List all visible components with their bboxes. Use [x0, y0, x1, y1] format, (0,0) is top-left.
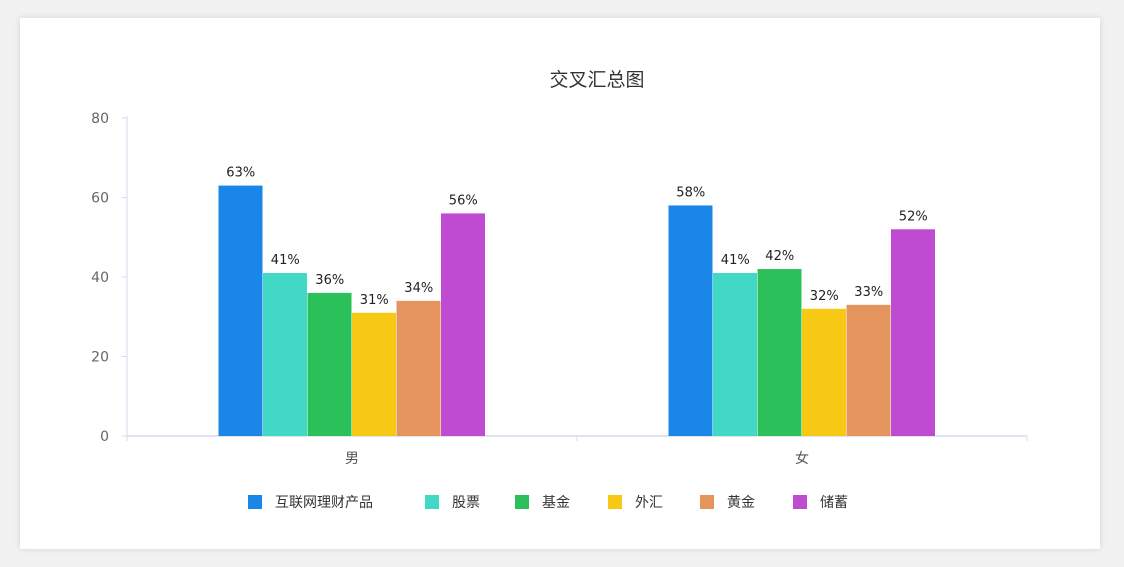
legend-label: 外汇 — [635, 495, 663, 511]
bar[interactable] — [891, 229, 935, 436]
bar[interactable] — [218, 185, 263, 436]
legend-label: 股票 — [452, 495, 480, 511]
bar-data-label: 41% — [271, 253, 300, 268]
legend-item[interactable]: 股票 — [425, 495, 480, 511]
legend-label: 基金 — [542, 494, 570, 511]
legend-label: 黄金 — [727, 494, 755, 511]
chart-bars: 63% 41% 36% 31% 34% 56% 58% 41% 42% 32% 33% 52% — [218, 166, 935, 436]
y-tick-label: 40 — [91, 270, 109, 286]
legend-swatch — [608, 495, 622, 509]
bar-data-label: 33% — [854, 285, 883, 300]
legend-item[interactable]: 外汇 — [608, 495, 663, 511]
bar-data-label: 31% — [360, 293, 389, 308]
legend-item[interactable]: 互联网理财产品 — [248, 495, 373, 511]
bar[interactable] — [846, 304, 891, 436]
legend-swatch — [425, 495, 439, 509]
legend-label: 储蓄 — [820, 495, 848, 511]
bar[interactable] — [802, 308, 846, 436]
legend-item[interactable]: 储蓄 — [793, 495, 848, 511]
chart-title: 交叉汇总图 — [549, 69, 644, 91]
legend-swatch — [248, 495, 262, 509]
y-tick-label: 0 — [100, 429, 109, 445]
bar-data-label: 42% — [765, 249, 794, 264]
legend-swatch — [700, 495, 714, 509]
bar[interactable] — [713, 273, 757, 436]
y-tick-label: 60 — [91, 191, 109, 207]
bar-data-label: 56% — [449, 193, 478, 208]
legend-item[interactable]: 黄金 — [700, 494, 755, 511]
bar[interactable] — [668, 205, 713, 436]
legend-swatch — [515, 495, 529, 509]
bar-data-label: 32% — [810, 289, 839, 304]
bar[interactable] — [307, 292, 352, 436]
bar-data-label: 58% — [676, 185, 705, 200]
bar[interactable] — [441, 213, 485, 436]
x-category-label: 女 — [795, 450, 809, 467]
bar[interactable] — [352, 312, 396, 436]
legend-swatch — [793, 495, 807, 509]
x-category-label: 男 — [345, 451, 359, 467]
bar[interactable] — [757, 269, 802, 436]
chart-card: 交叉汇总图 0 20 40 60 80 男 女 63% 41% 36% 31% 34% 56% 58% 4… — [20, 18, 1100, 549]
bar-data-label: 41% — [721, 253, 750, 268]
y-tick-label: 80 — [91, 111, 109, 127]
y-tick-label: 20 — [91, 350, 109, 366]
bar[interactable] — [263, 273, 307, 436]
legend-item[interactable]: 基金 — [515, 494, 570, 511]
cross-summary-chart: 交叉汇总图 0 20 40 60 80 男 女 63% 41% 36% 31% 34% 56% 58% 4… — [91, 69, 1028, 511]
bar-data-label: 63% — [226, 166, 255, 181]
bar-data-label: 34% — [404, 281, 433, 296]
bar-data-label: 52% — [899, 209, 928, 224]
bar[interactable] — [396, 300, 441, 436]
bar-data-label: 36% — [315, 273, 344, 288]
chart-legend[interactable]: 互联网理财产品 股票 基金 外汇 黄金 储蓄 — [248, 494, 848, 511]
legend-label: 互联网理财产品 — [275, 495, 373, 511]
